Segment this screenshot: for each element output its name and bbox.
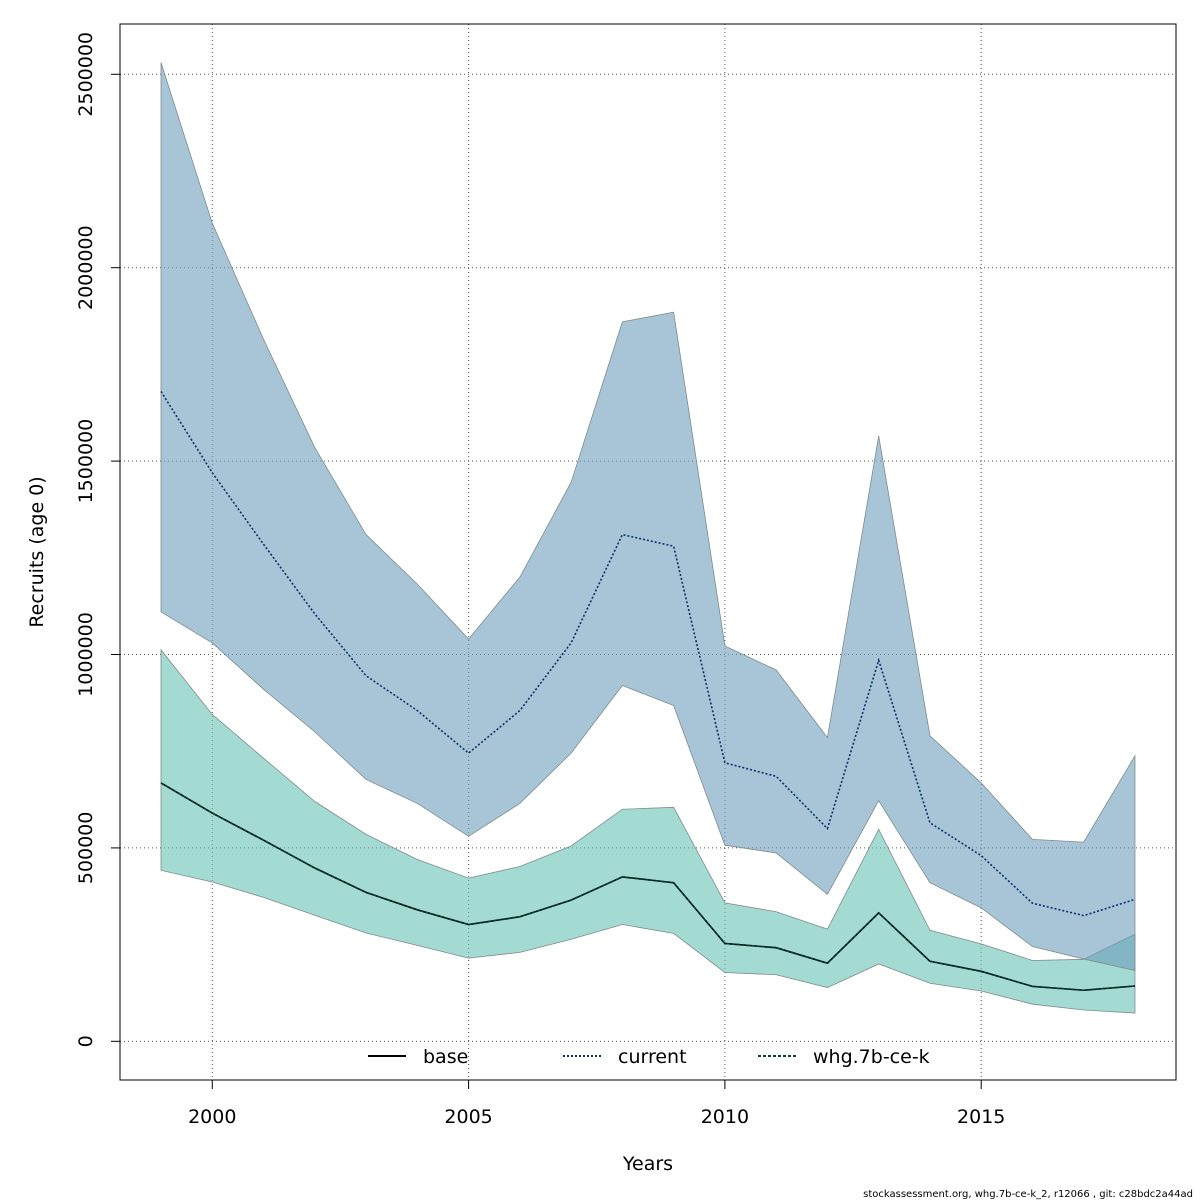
line-whg.7b-ce-k: [160, 782, 1136, 992]
y-tick-label: 2000000: [75, 225, 97, 310]
y-axis-ticks: 0 500000 1000000 1500000 2000000 2500000: [75, 32, 120, 1047]
y-tick-label: 2500000: [75, 32, 97, 117]
x-tick-label: 2010: [701, 1106, 749, 1128]
line-current: [160, 391, 1136, 917]
legend-label-whg.7b-ce-k: whg.7b-ce-k: [813, 1046, 930, 1068]
plot-frame: [119, 23, 1177, 1081]
confidence-bands: [160, 62, 1136, 1014]
y-tick-label: 500000: [75, 812, 97, 885]
x-tick-label: 2000: [188, 1106, 236, 1128]
band-current: [160, 62, 1136, 972]
y-axis-title: Recruits (age 0): [26, 476, 48, 627]
x-axis-ticks: 2000 2005 2010 2015: [188, 1080, 1005, 1128]
legend-label-current: current: [618, 1046, 687, 1068]
footer-note: stockassessment.org, whg.7b-ce-k_2, r120…: [863, 1189, 1193, 1200]
band-base: [160, 648, 1136, 1014]
series-lines: [160, 391, 1136, 992]
y-tick-label: 1500000: [75, 419, 97, 504]
y-tick-label: 1000000: [75, 612, 97, 697]
legend-label-base: base: [423, 1046, 468, 1068]
legend: base current whg.7b-ce-k: [368, 1046, 930, 1068]
x-tick-label: 2005: [444, 1106, 492, 1128]
x-axis-title: Years: [622, 1153, 673, 1175]
x-tick-label: 2015: [957, 1106, 1005, 1128]
y-tick-label: 0: [75, 1035, 97, 1047]
